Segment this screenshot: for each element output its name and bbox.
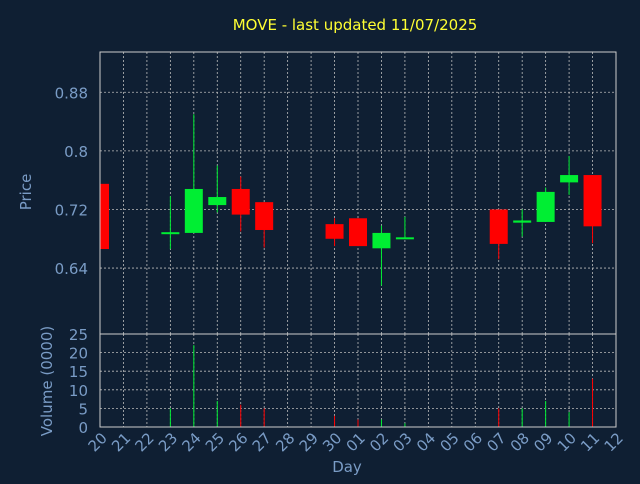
volume-y-tick-label: 25 [69, 326, 88, 344]
x-tick-label: 11 [577, 429, 603, 455]
x-tick-label: 30 [319, 429, 345, 455]
candle-body [184, 188, 203, 233]
x-tick-label: 01 [343, 429, 369, 455]
x-tick-label: 25 [202, 429, 228, 455]
candle-body [560, 175, 579, 183]
volume-bars [169, 345, 594, 427]
candle-body [100, 183, 109, 250]
x-tick-label: 21 [108, 429, 134, 455]
x-tick-label: 12 [601, 429, 627, 455]
candle-body [536, 191, 555, 222]
x-tick-label: 10 [554, 429, 580, 455]
volume-axis-label: Volume (0000) [38, 326, 56, 436]
candle-body [489, 209, 508, 244]
volume-y-tick-label: 10 [69, 382, 88, 400]
x-tick-label: 03 [390, 429, 416, 455]
x-tick-label: 08 [507, 429, 533, 455]
x-tick-label: 20 [85, 429, 111, 455]
price-y-tick-labels: 0.64 0.72 0.8 0.88 [55, 84, 88, 278]
x-axis-label: Day [332, 458, 362, 476]
volume-panel-frame [99, 333, 617, 428]
price-axis-label: Price [17, 174, 35, 211]
x-tick-label: 02 [366, 429, 392, 455]
candle-body [513, 220, 532, 223]
x-tick-label: 26 [225, 429, 251, 455]
price-y-tick-label: 0.72 [55, 201, 88, 219]
candle-body [208, 197, 227, 206]
candles [100, 114, 602, 286]
x-tick-label: 27 [249, 429, 275, 455]
x-tick-label: 29 [296, 429, 322, 455]
x-tick-label: 22 [132, 429, 158, 455]
x-tick-label: 24 [178, 429, 204, 455]
price-y-tick-label: 0.8 [64, 143, 88, 161]
candle-body [231, 188, 250, 215]
x-tick-labels: 2021222324252627282930010203040506070809… [85, 429, 627, 455]
candle-body [372, 232, 391, 249]
volume-grid [99, 333, 617, 428]
candle-body [325, 224, 344, 239]
x-tick-label: 05 [436, 429, 462, 455]
candle-body [349, 218, 367, 247]
candle-body [255, 202, 274, 230]
x-tick-label: 07 [483, 429, 509, 455]
price-y-tick-label: 0.88 [55, 84, 88, 102]
price-y-tick-label: 0.64 [55, 260, 88, 278]
volume-y-tick-label: 20 [69, 345, 88, 363]
x-tick-label: 06 [460, 429, 486, 455]
volume-y-tick-label: 5 [78, 400, 88, 418]
candle-body [395, 237, 414, 240]
x-tick-label: 23 [155, 429, 181, 455]
candle-body [161, 232, 180, 235]
volume-y-tick-label: 0 [78, 419, 88, 437]
candle-body [583, 175, 602, 227]
x-tick-label: 28 [272, 429, 298, 455]
chart-title: MOVE - last updated 11/07/2025 [233, 16, 478, 34]
x-tick-label: 04 [413, 429, 439, 455]
x-tick-label: 09 [530, 429, 556, 455]
volume-y-tick-label: 15 [69, 363, 88, 381]
